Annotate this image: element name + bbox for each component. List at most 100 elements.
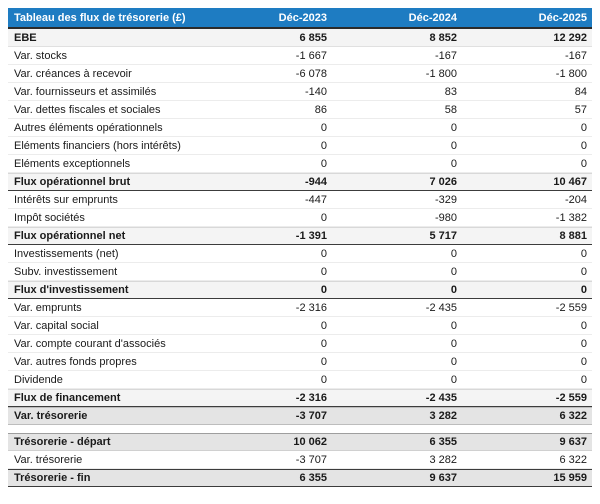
table-row: Investissements (net) 0 0 0 (8, 245, 592, 263)
row-value-dec-2025: 57 (574, 103, 587, 116)
row-value-dec-2023: -447 (304, 193, 327, 206)
row-label: Flux d'investissement (14, 284, 129, 296)
row-value-dec-2023: -6 078 (295, 67, 327, 80)
table-row: Flux opérationnel net -1 391 5 717 8 881 (8, 227, 592, 245)
row-value-dec-2024: 0 (450, 265, 457, 278)
table-row: Flux de financement -2 316 -2 435 -2 559 (8, 389, 592, 407)
row-value-dec-2024: 0 (450, 373, 457, 386)
row-value-dec-2025: 6 322 (559, 453, 587, 466)
row-value-dec-2024: -980 (434, 211, 457, 224)
row-value-dec-2024: 0 (450, 157, 457, 170)
row-value-dec-2023: 0 (320, 284, 327, 296)
row-value-dec-2024: 83 (444, 85, 457, 98)
row-value-dec-2025: 0 (580, 284, 587, 296)
row-value-dec-2023: 0 (320, 319, 327, 332)
row-label: Intérêts sur emprunts (14, 193, 118, 206)
table-row: Var. trésorerie -3 707 3 282 6 322 (8, 407, 592, 425)
row-value-dec-2023: 0 (320, 157, 327, 170)
row-value-dec-2024: 3 282 (429, 410, 457, 422)
row-value-dec-2023: 0 (320, 373, 327, 386)
row-label: Flux opérationnel net (14, 230, 126, 242)
table-header-row: Tableau des flux de trésorerie (£) Déc-2… (8, 8, 592, 29)
row-value-dec-2024: 58 (444, 103, 457, 116)
table-row: Var. trésorerie -3 707 3 282 6 322 (8, 451, 592, 469)
cash-flow-table: Tableau des flux de trésorerie (£) Déc-2… (8, 8, 592, 487)
row-value-dec-2024: 0 (450, 284, 457, 296)
row-label: Trésorerie - départ (14, 436, 111, 448)
table-row: Var. fournisseurs et assimilés -140 83 8… (8, 83, 592, 101)
row-value-dec-2023: 0 (320, 247, 327, 260)
column-header-dec-2023: Déc-2023 (278, 11, 327, 24)
table-row: Impôt sociétés 0 -980 -1 382 (8, 209, 592, 227)
row-label: Impôt sociétés (14, 211, 85, 224)
row-value-dec-2023: 0 (320, 337, 327, 350)
row-value-dec-2025: 0 (580, 373, 587, 386)
row-value-dec-2024: 0 (450, 247, 457, 260)
row-label: Var. dettes fiscales et sociales (14, 103, 161, 116)
table-row: Trésorerie - fin 6 355 9 637 15 959 (8, 469, 592, 487)
row-value-dec-2024: 0 (450, 319, 457, 332)
row-value-dec-2024: 0 (450, 139, 457, 152)
row-value-dec-2023: 10 062 (293, 436, 327, 448)
table-row: Trésorerie - départ 10 062 6 355 9 637 (8, 433, 592, 451)
row-value-dec-2025: 12 292 (553, 31, 587, 44)
row-value-dec-2025: -1 800 (555, 67, 587, 80)
row-value-dec-2023: -2 316 (295, 301, 327, 314)
table-row: Subv. investissement 0 0 0 (8, 263, 592, 281)
table-row: Flux d'investissement 0 0 0 (8, 281, 592, 299)
row-label: Autres éléments opérationnels (14, 121, 163, 134)
row-label: Var. trésorerie (14, 410, 88, 422)
row-value-dec-2025: 15 959 (553, 472, 587, 484)
row-label: Var. fournisseurs et assimilés (14, 85, 157, 98)
table-title: Tableau des flux de trésorerie (£) (14, 11, 186, 24)
row-value-dec-2024: -167 (434, 49, 457, 62)
row-value-dec-2025: 8 881 (559, 230, 587, 242)
table-row: Var. emprunts -2 316 -2 435 -2 559 (8, 299, 592, 317)
table-row: Var. stocks -1 667 -167 -167 (8, 47, 592, 65)
row-label: Var. autres fonds propres (14, 355, 137, 368)
row-value-dec-2023: -944 (304, 176, 327, 188)
column-header-dec-2025: Déc-2025 (538, 11, 587, 24)
row-value-dec-2025: 0 (580, 121, 587, 134)
row-value-dec-2025: 0 (580, 139, 587, 152)
table-row: Var. compte courant d'associés 0 0 0 (8, 335, 592, 353)
row-label: Var. trésorerie (14, 453, 83, 466)
row-value-dec-2025: 0 (580, 157, 587, 170)
row-value-dec-2025: 10 467 (553, 176, 587, 188)
row-value-dec-2023: -140 (304, 85, 327, 98)
row-value-dec-2023: 0 (320, 211, 327, 224)
row-label: Var. capital social (14, 319, 99, 332)
row-value-dec-2023: -1 391 (295, 230, 327, 242)
row-label: Investissements (net) (14, 247, 119, 260)
row-label: Var. compte courant d'associés (14, 337, 166, 350)
row-label: Dividende (14, 373, 63, 386)
row-value-dec-2023: -1 667 (295, 49, 327, 62)
row-value-dec-2024: 5 717 (429, 230, 457, 242)
row-value-dec-2023: -3 707 (295, 453, 327, 466)
column-header-dec-2024: Déc-2024 (408, 11, 457, 24)
row-value-dec-2024: 8 852 (429, 31, 457, 44)
row-value-dec-2024: 7 026 (429, 176, 457, 188)
table-row: Flux opérationnel brut -944 7 026 10 467 (8, 173, 592, 191)
row-value-dec-2023: -3 707 (295, 410, 327, 422)
row-value-dec-2025: 9 637 (559, 436, 587, 448)
row-value-dec-2024: 0 (450, 355, 457, 368)
row-value-dec-2024: 0 (450, 121, 457, 134)
row-label: Eléments financiers (hors intérêts) (14, 139, 181, 152)
row-label: EBE (14, 31, 37, 44)
row-value-dec-2025: 0 (580, 247, 587, 260)
row-value-dec-2023: 0 (320, 121, 327, 134)
row-value-dec-2025: 0 (580, 319, 587, 332)
row-label: Var. emprunts (14, 301, 82, 314)
row-value-dec-2023: 0 (320, 355, 327, 368)
row-value-dec-2025: 0 (580, 265, 587, 278)
row-value-dec-2024: -329 (434, 193, 457, 206)
row-value-dec-2023: 0 (320, 265, 327, 278)
row-value-dec-2025: 6 322 (559, 410, 587, 422)
row-label: Var. stocks (14, 49, 67, 62)
row-label: Flux de financement (14, 392, 121, 404)
row-value-dec-2025: -2 559 (555, 392, 587, 404)
table-row: Var. créances à recevoir -6 078 -1 800 -… (8, 65, 592, 83)
row-label: Trésorerie - fin (14, 472, 91, 484)
row-value-dec-2024: -1 800 (425, 67, 457, 80)
